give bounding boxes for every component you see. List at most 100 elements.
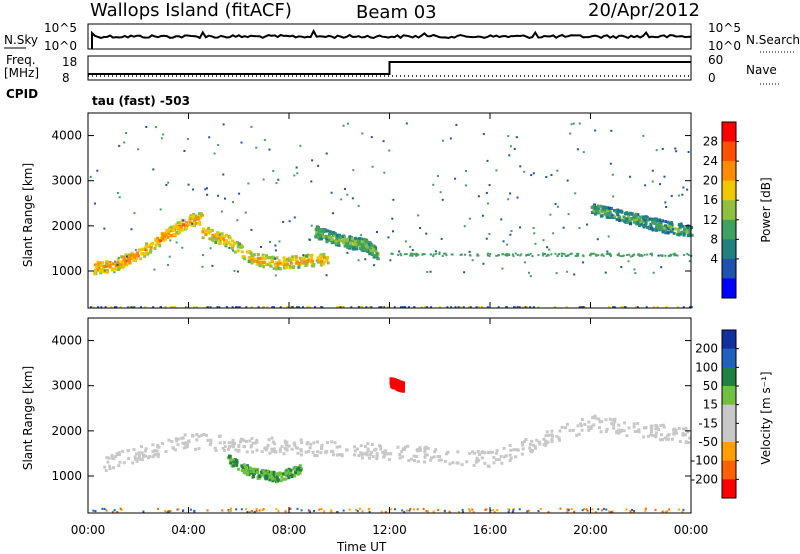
velocity-point [185, 445, 189, 449]
power-point [147, 244, 151, 248]
velocity-point [247, 473, 251, 477]
power-faint-band [443, 252, 446, 255]
power-noise [488, 184, 491, 187]
power-noise [208, 136, 211, 139]
power-near-range [89, 306, 92, 309]
velocity-point [195, 438, 199, 442]
power-near-range [170, 306, 173, 309]
power-noise [612, 195, 615, 198]
power-near-range [513, 306, 516, 309]
power-point [247, 250, 251, 254]
velocity-point [107, 456, 111, 460]
power-point [174, 225, 178, 229]
power-point [342, 241, 346, 245]
velocity-point [202, 432, 206, 436]
power-point [367, 242, 371, 246]
velocity-point [598, 420, 602, 424]
power-near-range [272, 306, 275, 309]
velocity-point [681, 427, 685, 431]
power-noise [502, 240, 505, 243]
power-near-range [381, 306, 384, 309]
velocity-point [121, 449, 125, 453]
cpid-text: tau (fast) -503 [92, 94, 190, 108]
power-noise [667, 228, 670, 231]
power-point [210, 237, 214, 241]
power-noise [509, 192, 512, 195]
velocity-point [245, 473, 249, 477]
power-near-range [622, 306, 625, 309]
power-faint-band [574, 254, 577, 257]
power-near-range [132, 306, 135, 309]
power-near-range [612, 306, 615, 309]
power-noise [519, 226, 522, 229]
velocity-point [200, 433, 204, 437]
power-point [666, 220, 670, 224]
power-point [132, 258, 136, 262]
power-point [140, 252, 144, 256]
velocity-point [597, 417, 601, 421]
velocity-point [477, 458, 481, 462]
power-point [310, 253, 314, 257]
velocity-point [304, 450, 308, 454]
power-point [149, 242, 153, 246]
power-point [257, 257, 261, 261]
power-faint-band [489, 253, 492, 256]
velocity-point [187, 440, 191, 444]
velocity-point [649, 433, 653, 437]
velocity-near-range [169, 510, 172, 513]
power-near-range [532, 306, 535, 309]
power-faint-band [554, 252, 557, 255]
velocity-point [468, 452, 472, 456]
velocity-point [117, 464, 121, 468]
power-point [194, 214, 198, 218]
power-point [348, 237, 352, 241]
power-noise [125, 132, 128, 135]
station-title: Wallops Island (fitACF) [90, 0, 292, 21]
power-noise [268, 241, 271, 244]
velocity-near-range [229, 509, 232, 512]
power-near-range [446, 306, 449, 309]
power-near-range [360, 306, 363, 309]
velocity-near-range [258, 509, 261, 512]
velocity-point [250, 471, 254, 475]
x-tick-label: 04:00 [171, 523, 206, 537]
power-point [345, 242, 349, 246]
power-near-range [97, 306, 100, 309]
power-point [122, 265, 126, 269]
power-noise [495, 169, 498, 172]
power-point [276, 264, 280, 268]
velocity-point [273, 478, 277, 482]
power-point [208, 237, 212, 241]
velocity-point [398, 388, 402, 392]
power-faint-band [413, 253, 416, 256]
velocity-point [293, 467, 297, 471]
power-noise [310, 180, 313, 183]
velocity-point [406, 444, 410, 448]
power-noise [296, 172, 299, 175]
velocity-point [223, 445, 227, 449]
power-noise [274, 274, 277, 277]
power-point [216, 238, 220, 242]
power-near-range [127, 306, 130, 309]
power-point [200, 212, 204, 216]
date-title: 20/Apr/2012 [588, 0, 700, 21]
velocity-point [111, 466, 115, 470]
power-point [196, 216, 200, 220]
power-faint-band [626, 254, 629, 257]
power-near-range [620, 306, 623, 309]
velocity-near-range [458, 511, 461, 514]
power-point [656, 224, 660, 228]
power-faint-band [511, 253, 514, 256]
power-near-range [279, 306, 282, 309]
power-faint-band [687, 253, 690, 256]
velocity-point [298, 471, 302, 475]
velocity-point [298, 468, 302, 472]
x-tick-label: 08:00 [272, 523, 307, 537]
colorbar-segment [722, 423, 736, 443]
velocity-point [474, 460, 478, 464]
velocity-near-range [384, 510, 387, 513]
power-point [149, 250, 153, 254]
colorbar-tick-label: 50 [703, 379, 718, 393]
nsearch-tick-top: 10^5 [708, 21, 741, 35]
power-near-range [378, 306, 381, 309]
